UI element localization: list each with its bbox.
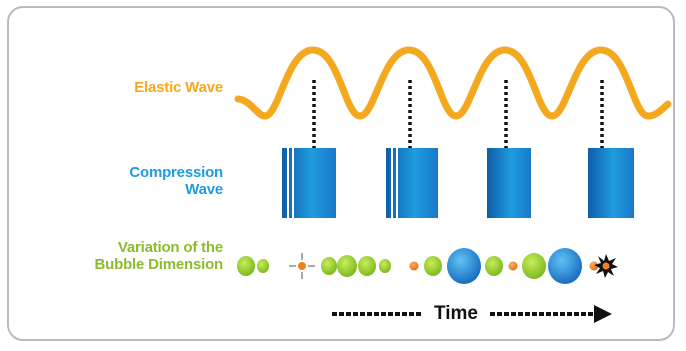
bubble-green-5 [358,256,376,276]
burst-icon [594,254,618,278]
bubble-green-1 [237,256,255,276]
compression-gap-1b [292,148,294,218]
compression-wave-label: Compression Wave [129,164,223,198]
bubble-dimension-label-line1: Variation of the [117,239,223,256]
diagram-frame [7,6,675,341]
bubble-blue-1 [447,248,481,284]
compression-wave-blocks [282,148,634,218]
bubble-green-6 [379,259,391,273]
bubble-orange-3 [589,261,599,271]
bubble-blue-2 [548,248,582,284]
bubble-orange-2 [508,261,518,271]
elastic-wave-label: Elastic Wave [134,79,223,96]
compression-block-1 [282,148,336,218]
bubble-green-2 [257,259,269,273]
arrow-right-icon [594,305,612,323]
compression-wave-label-line2: Wave [185,181,223,198]
bubble-green-7 [424,256,442,276]
elastic-wave-line [234,46,672,120]
compression-gap-2a [391,148,393,218]
bubble-dimension-label-line2: Bubble Dimension [94,256,224,273]
bubble-sequence [237,248,618,284]
time-label: Time [434,303,479,324]
time-arrow [332,305,612,323]
bubble-green-8 [485,256,503,276]
compression-gap-2b [396,148,398,218]
bubble-green-4 [337,255,357,277]
bubble-dimension-label: Variation of the Bubble Dimension [94,239,224,273]
bubble-green-9 [522,253,546,279]
collapse-orange-icon [289,253,315,279]
bubble-green-3 [321,257,337,275]
bubble-orange-1 [409,261,419,271]
compression-gap-1a [287,148,289,218]
compression-block-2 [386,148,438,218]
compression-block-3 [487,148,531,218]
dotted-connectors [312,80,604,148]
compression-block-4 [588,148,634,218]
compression-wave-label-line1: Compression [129,164,223,181]
